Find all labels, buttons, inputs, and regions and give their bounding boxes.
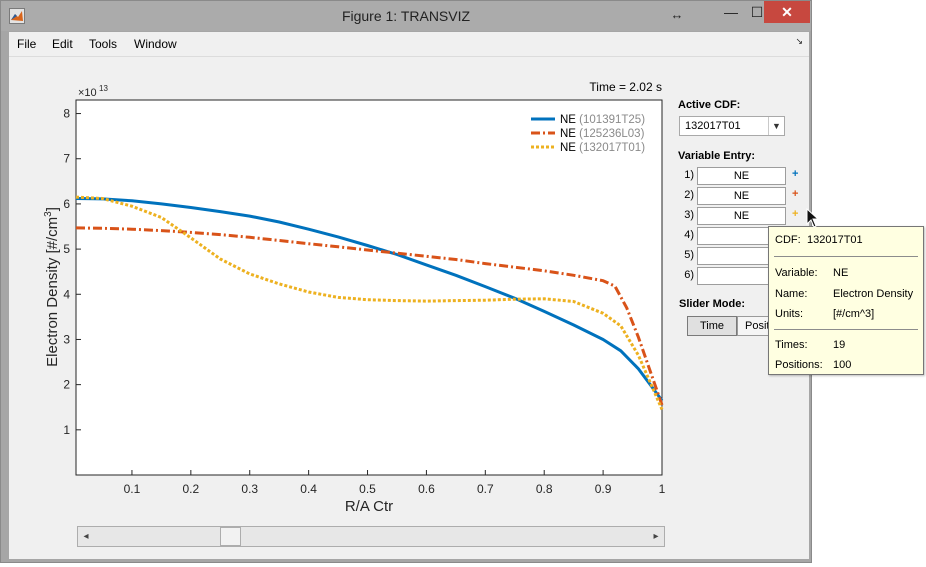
x-tick-label: 0.5 (359, 482, 376, 496)
legend-entry: NE (125236L03) (560, 128, 645, 140)
legend-entry: NE (101391T25) (560, 114, 645, 126)
x-tick-label: 0.1 (124, 482, 141, 496)
x-tick-label: 0.6 (418, 482, 435, 496)
axis-exponent-power: 13 (99, 84, 108, 93)
title-bar[interactable]: Figure 1: TRANSVIZ ↔ — ☐ ✕ (1, 1, 811, 31)
menu-edit[interactable]: Edit (52, 37, 73, 51)
cdf-info-tooltip: CDF: 132017T01 Variable: NE Name: Electr… (768, 226, 924, 375)
time-slider[interactable]: ◂ ▸ (77, 526, 665, 547)
close-button[interactable]: ✕ (764, 1, 810, 23)
mode-time-button[interactable]: Time (687, 316, 737, 336)
x-axis: 0.1 0.2 0.3 0.4 0.5 0.6 0.7 0.8 0.9 1 (124, 470, 666, 496)
y-tick-label: 6 (63, 197, 70, 211)
y-axis-label: Electron Density [#/cm3] (43, 207, 61, 367)
add-variable-plus-icon[interactable]: + (792, 208, 799, 220)
slider-thumb[interactable] (220, 527, 242, 546)
add-variable-plus-icon[interactable]: + (792, 168, 799, 180)
tooltip-times-value: 19 (833, 339, 846, 351)
y-axis: 1 2 3 4 5 6 7 8 (63, 107, 81, 437)
variable-entry-field-1[interactable]: NE (697, 167, 786, 185)
menu-file[interactable]: File (17, 37, 37, 51)
y-tick-label: 1 (63, 423, 70, 437)
y-tick-label: 4 (63, 287, 70, 301)
add-variable-plus-icon[interactable]: + (792, 188, 799, 200)
active-cdf-label: Active CDF: (678, 99, 741, 111)
y-tick-label: 7 (63, 152, 70, 166)
slider-left-arrow[interactable]: ◂ (83, 531, 89, 542)
x-tick-label: 0.9 (595, 482, 612, 496)
variable-row-number: 1) (684, 169, 694, 181)
series-line-2 (75, 226, 664, 406)
maximize-button[interactable]: ☐ (750, 4, 764, 20)
variable-entry-field-3[interactable]: NE (697, 207, 786, 225)
plot-lines (75, 195, 664, 411)
series-line-3 (75, 195, 664, 411)
dock-arrow-icon[interactable]: ↘ (795, 36, 803, 46)
matlab-app-icon (9, 8, 25, 24)
chevron-down-icon[interactable]: ▼ (768, 117, 784, 135)
tooltip-units-value: [#/cm^3] (833, 308, 875, 320)
slider-mode-label: Slider Mode: (679, 298, 746, 310)
tooltip-cdf-value: 132017T01 (807, 234, 863, 246)
tooltip-variable-value: NE (833, 267, 849, 279)
menu-bar: File Edit Tools Window ↘ (9, 32, 809, 57)
tooltip-units-key: Units: (775, 308, 804, 320)
time-label: Time = 2.02 s (589, 80, 662, 94)
variable-row-number: 6) (684, 269, 694, 281)
y-tick-label: 8 (63, 107, 70, 121)
x-tick-label: 0.4 (300, 482, 317, 496)
tooltip-name-value: Electron Density (833, 288, 914, 300)
active-cdf-select[interactable]: 132017T01 ▼ (679, 116, 785, 136)
x-tick-label: 1 (659, 482, 666, 496)
x-tick-label: 0.8 (536, 482, 553, 496)
tooltip-positions-key: Positions: (775, 359, 823, 371)
variable-row-number: 3) (684, 209, 694, 221)
variable-row-number: 2) (684, 189, 694, 201)
undock-resize-icon[interactable]: ↔ (670, 7, 684, 22)
x-tick-label: 0.3 (241, 482, 258, 496)
series-line-1 (75, 197, 664, 402)
variable-entry-label: Variable Entry: (678, 150, 756, 162)
tooltip-divider (774, 256, 918, 257)
y-tick-label: 3 (63, 332, 70, 346)
tooltip-times-key: Times: (775, 339, 808, 351)
tooltip-positions-value: 100 (833, 359, 852, 371)
variable-row-number: 4) (684, 229, 694, 241)
variable-entry-field-2[interactable]: NE (697, 187, 786, 205)
variable-row-number: 5) (684, 249, 694, 261)
mode-position-button[interactable]: Position (737, 316, 771, 336)
tooltip-cdf-key: CDF: (775, 234, 801, 246)
x-axis-label: R/A Ctr (345, 498, 393, 515)
x-tick-label: 0.2 (183, 482, 200, 496)
tooltip-variable-key: Variable: (775, 267, 818, 279)
menu-window[interactable]: Window (134, 37, 177, 51)
tooltip-divider (774, 329, 918, 330)
window-title: Figure 1: TRANSVIZ (341, 8, 471, 24)
slider-right-arrow[interactable]: ▸ (653, 531, 659, 542)
plot-legend: NE (101391T25) NE (125236L03) NE (132017T0… (529, 112, 653, 158)
minimize-button[interactable]: — (724, 4, 738, 20)
legend-entry: NE (132017T01) (560, 142, 645, 154)
y-tick-label: 5 (63, 242, 70, 256)
axis-exponent-base: ×10 (78, 87, 97, 99)
x-tick-label: 0.7 (477, 482, 494, 496)
plot-axes-box (75, 99, 663, 476)
y-tick-label: 2 (63, 378, 70, 392)
menu-tools[interactable]: Tools (89, 37, 118, 51)
tooltip-name-key: Name: (775, 288, 808, 300)
mouse-cursor-icon (806, 208, 820, 228)
active-cdf-value: 132017T01 (685, 120, 741, 132)
